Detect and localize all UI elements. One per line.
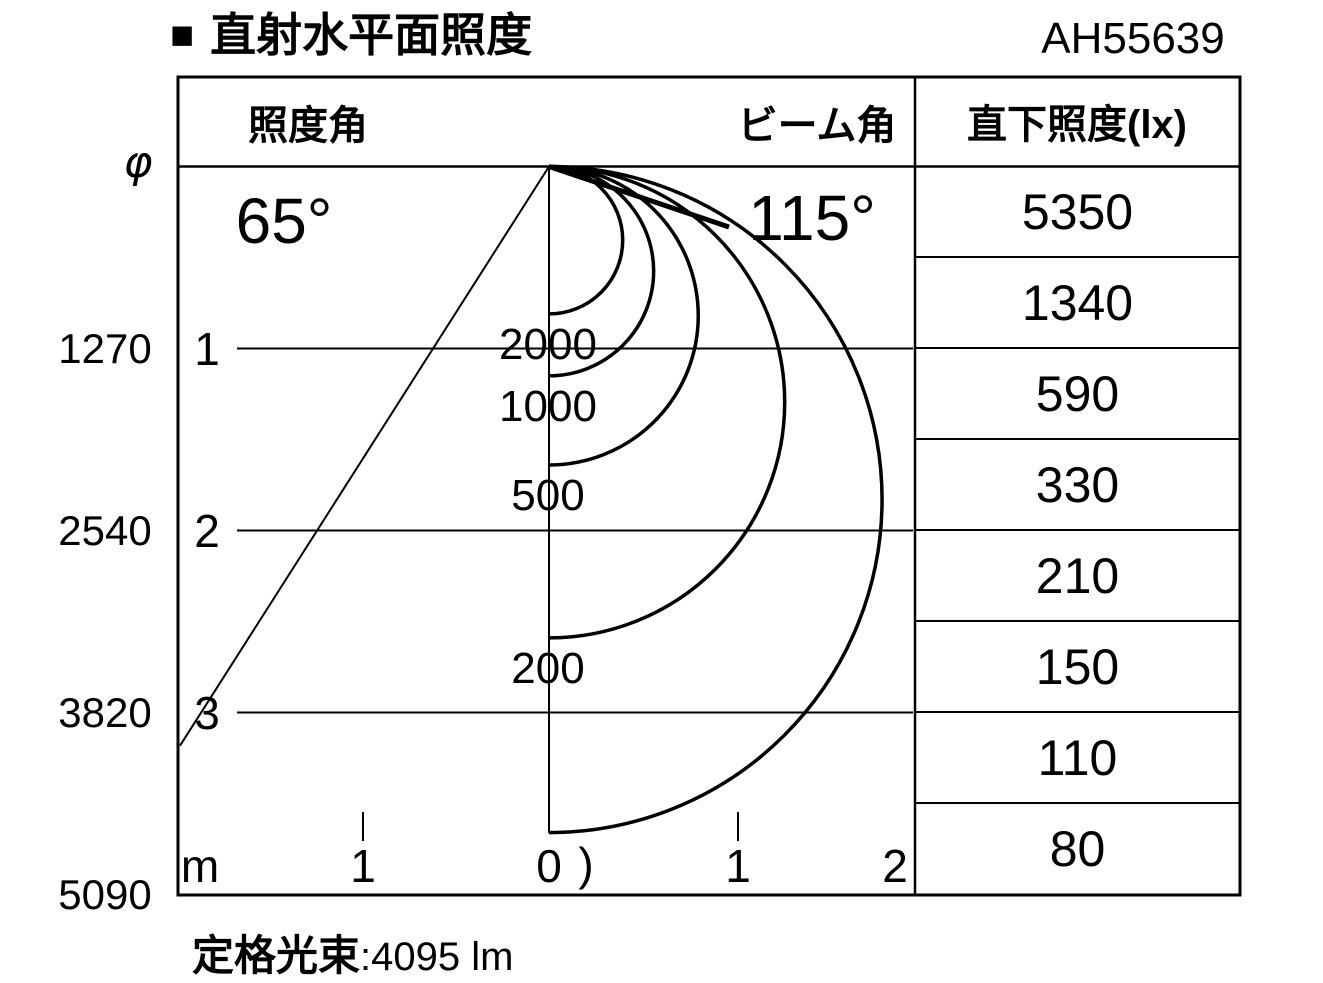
- isolux-contour-label: 1000: [499, 381, 597, 431]
- x-axis-tick-label: 1: [725, 840, 751, 892]
- title-square-marker-icon: ■: [170, 13, 195, 57]
- depth-tick-label: 3: [194, 686, 220, 739]
- isolux-contour-curve: [548, 164, 787, 640]
- table-value: 150: [1035, 638, 1120, 695]
- diameter-value-label: 2540: [58, 506, 152, 554]
- x-axis-tick-label: 2: [882, 840, 908, 892]
- table-value: 330: [1035, 456, 1120, 513]
- x-axis-unit-label: m: [180, 840, 220, 892]
- isolux-contour-curve: [548, 164, 656, 378]
- rated-flux-separator: :: [360, 935, 372, 979]
- outer-border: [176, 75, 1242, 897]
- isolux-contour-label: 200: [511, 643, 585, 693]
- depth-tick-label: 1: [194, 322, 220, 375]
- table-value: 590: [1035, 365, 1120, 422]
- isolux-contour-label: 2000: [499, 319, 597, 369]
- diameter-axis-symbol: φ: [123, 137, 153, 188]
- page-title: ■ 直射水平面照度: [170, 12, 532, 58]
- isolux-contour-label: 500: [511, 470, 585, 520]
- table-value: 210: [1035, 547, 1120, 604]
- table-value: 80: [1049, 820, 1106, 877]
- header-beam-angle: ビーム角: [737, 104, 897, 148]
- diameter-value-label: 5090: [58, 870, 152, 918]
- diameter-value-label: 3820: [58, 688, 152, 736]
- depth-tick-label: 2: [194, 504, 220, 557]
- beam-angle-value: 115°: [748, 182, 876, 254]
- x-axis-tick-label: 1: [350, 840, 376, 892]
- isolux-contour-curve: [548, 164, 625, 316]
- rated-flux-value: 4095 lm: [371, 935, 514, 979]
- header-illuminance-angle: 照度角: [248, 104, 368, 148]
- beam-angle-ray: [548, 164, 730, 230]
- diameter-value-label: 1270: [58, 324, 152, 372]
- isolux-contour-curve: [548, 164, 700, 467]
- illuminance-angle-value: 65°: [235, 185, 333, 257]
- curve-fragment: ): [578, 838, 594, 890]
- x-axis-tick-label: 0: [536, 840, 562, 892]
- rated-flux-label: 定格光束: [192, 932, 361, 979]
- isolux-contour-curve: [548, 164, 884, 835]
- illuminance-angle-line: [179, 165, 550, 747]
- table-header-direct-illuminance: 直下照度(lx): [967, 103, 1187, 147]
- table-value: 5350: [1021, 183, 1134, 240]
- model-number: AH55639: [1041, 14, 1225, 63]
- table-value: 110: [1037, 729, 1118, 786]
- table-value: 1340: [1021, 274, 1134, 331]
- page-title-text: 直射水平面照度: [210, 9, 533, 61]
- rated-flux-note: 定格光束 : 4095 lm: [192, 922, 513, 983]
